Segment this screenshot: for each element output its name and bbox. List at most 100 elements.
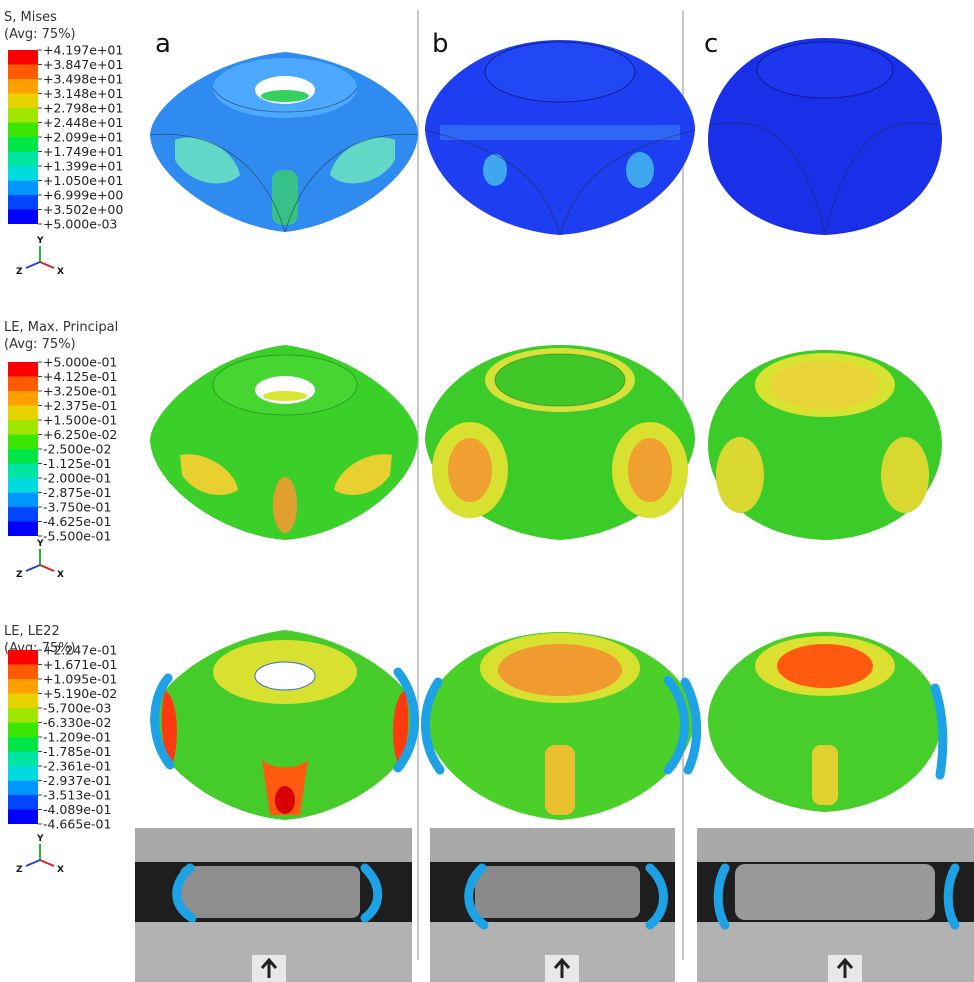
color-band — [8, 766, 38, 781]
color-band — [8, 679, 38, 694]
axis-label: X — [57, 570, 64, 580]
color-band — [8, 362, 38, 377]
color-band — [8, 108, 38, 123]
legend-label: -1.209e-01 — [43, 730, 111, 745]
model-c-strain — [708, 350, 942, 540]
model-b-le22 — [425, 632, 695, 820]
color-band — [8, 50, 38, 65]
legend-label: -5.700e-03 — [43, 701, 111, 716]
panel-label: a — [155, 29, 171, 59]
color-band — [8, 377, 38, 392]
color-band — [8, 650, 38, 665]
color-band — [8, 123, 38, 138]
legend-label: +1.050e+01 — [43, 173, 123, 188]
legend-label: +1.399e+01 — [43, 159, 123, 174]
model-b-stress — [425, 40, 695, 235]
color-band — [8, 507, 38, 522]
axis-label: X — [57, 267, 64, 277]
legend-label: +2.375e-01 — [43, 398, 117, 413]
legend-label: -3.513e-01 — [43, 788, 111, 803]
legend-label: +4.125e-01 — [43, 369, 117, 384]
color-band — [8, 152, 38, 167]
legend: S, Mises(Avg: 75%)+4.197e+01+3.847e+01+3… — [4, 10, 123, 277]
color-band — [8, 65, 38, 80]
color-band — [8, 406, 38, 421]
axis-label: Z — [16, 570, 23, 580]
legend-label: -1.785e-01 — [43, 744, 111, 759]
color-band — [8, 781, 38, 796]
legend-title: LE, LE22 — [4, 624, 60, 639]
color-band — [8, 665, 38, 680]
legend-label: -3.750e-01 — [43, 500, 111, 515]
legend-label: +2.448e+01 — [43, 115, 123, 130]
legend-title: LE, Max. Principal — [4, 320, 118, 335]
legend-label: +2.247e-01 — [43, 643, 117, 658]
legend-label: +6.250e-02 — [43, 427, 117, 442]
legend-label: +5.000e-03 — [43, 217, 117, 232]
legend-label: -2.000e-01 — [43, 471, 111, 486]
color-band — [8, 810, 38, 825]
color-band — [8, 435, 38, 450]
color-band — [8, 464, 38, 479]
legend-label: -2.875e-01 — [43, 485, 111, 500]
legend-label: +4.197e+01 — [43, 43, 123, 58]
legend-label: +1.095e-01 — [43, 672, 117, 687]
legend-label: +1.749e+01 — [43, 144, 123, 159]
legend-title: (Avg: 75%) — [4, 27, 76, 42]
page: {"panels": ["a", "b", "c"], "legends": [… — [0, 0, 974, 982]
model-c-stress — [708, 38, 942, 235]
color-band — [8, 210, 38, 225]
color-band — [8, 752, 38, 767]
panel-label: c — [704, 29, 718, 59]
photo-c — [697, 828, 974, 982]
legend: LE, Max. Principal(Avg: 75%)+5.000e-01+4… — [4, 320, 118, 580]
legend-label: +1.671e-01 — [43, 657, 117, 672]
legend-label: -2.500e-02 — [43, 442, 111, 457]
axis-label: Y — [36, 539, 44, 549]
color-band — [8, 94, 38, 109]
legend-label: -4.665e-01 — [43, 817, 111, 832]
legend-label: +2.798e+01 — [43, 101, 123, 116]
color-band — [8, 195, 38, 210]
axis-arrow — [40, 860, 54, 866]
legend-label: +3.847e+01 — [43, 57, 123, 72]
axis-label: Z — [16, 865, 23, 875]
legend-label: +1.500e-01 — [43, 413, 117, 428]
legend-label: +5.000e-01 — [43, 355, 117, 370]
model-a-stress — [150, 52, 418, 232]
axis-label: Y — [36, 236, 44, 246]
legend-label: -2.361e-01 — [43, 759, 111, 774]
axis-arrow — [40, 262, 54, 268]
photo-a — [135, 828, 412, 982]
legend-label: +6.999e+00 — [43, 188, 123, 203]
axis-arrow — [26, 565, 40, 571]
legend-label: -4.625e-01 — [43, 514, 111, 529]
color-band — [8, 522, 38, 537]
legend-label: +3.250e-01 — [43, 384, 117, 399]
legend-label: +3.498e+01 — [43, 72, 123, 87]
axis-label: Y — [36, 834, 44, 844]
legend-label: -1.125e-01 — [43, 456, 111, 471]
legend: LE, LE22(Avg: 75%)+2.247e-01+1.671e-01+1… — [4, 624, 117, 875]
legend-label: -5.500e-01 — [43, 529, 111, 544]
color-band — [8, 493, 38, 508]
legend-label: +3.502e+00 — [43, 202, 123, 217]
legend-label: -6.330e-02 — [43, 715, 111, 730]
panel-label: b — [432, 29, 449, 59]
color-band — [8, 737, 38, 752]
legend-label: +5.190e-02 — [43, 686, 117, 701]
color-band — [8, 708, 38, 723]
color-band — [8, 166, 38, 181]
color-band — [8, 694, 38, 709]
color-band — [8, 795, 38, 810]
axis-arrow — [26, 860, 40, 866]
legend-label: +2.099e+01 — [43, 130, 123, 145]
axis-arrow — [40, 565, 54, 571]
legend-label: -2.937e-01 — [43, 773, 111, 788]
color-band — [8, 449, 38, 464]
model-a-le22 — [150, 630, 418, 820]
legend-label: -4.089e-01 — [43, 802, 111, 817]
axis-arrow — [26, 262, 40, 268]
figure: a b c S, Mises(Avg: 75%)+4.197e+01+3.847e+0… — [0, 0, 974, 982]
color-band — [8, 181, 38, 196]
